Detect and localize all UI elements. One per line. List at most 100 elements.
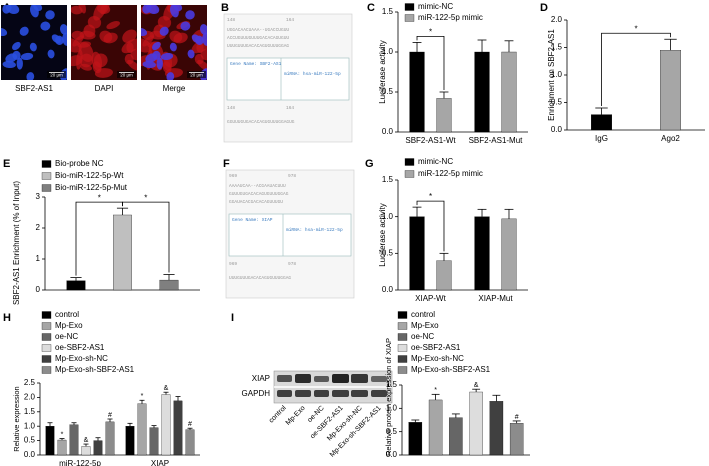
position-number: 148 (227, 105, 235, 111)
alignment-box (228, 213, 352, 257)
significance-marker: # (108, 412, 112, 419)
bar (113, 214, 132, 291)
nucleus (51, 34, 61, 44)
sequence-line: AAAAUCAA--ACGAAUACUUU (229, 183, 286, 189)
y-tick-label: 0.5 (382, 248, 394, 257)
y-tick-label: 0.5 (386, 427, 398, 436)
significance-marker: & (164, 385, 169, 392)
cell (197, 59, 207, 71)
legend-label: Bio-miR-122-5p-Wt (55, 171, 124, 180)
y-tick-label: 1.5 (386, 380, 398, 389)
nucleus (142, 60, 156, 69)
sequence-line: UGGACAACUAAA--UGACCUGUU (227, 27, 289, 33)
legend-label: oe-SBF2-AS1 (411, 343, 461, 352)
legend-swatch (397, 366, 408, 374)
y-tick-label: 1.0 (382, 47, 394, 56)
y-tick-label: 0.0 (382, 127, 394, 136)
legend-swatch (41, 355, 52, 363)
cell (169, 30, 183, 43)
y-axis-label: Luciferase activity (378, 40, 387, 104)
nucleus (160, 52, 174, 61)
position-number: 148 (227, 17, 235, 23)
legend-swatch (397, 344, 408, 352)
nucleus (169, 42, 177, 52)
significance-marker: & (474, 382, 479, 389)
significance-bracket (601, 32, 671, 106)
lane-label: Mp-Exo (285, 405, 307, 427)
nucleus (185, 10, 195, 20)
panel-letter: G (365, 158, 374, 170)
bar (591, 114, 613, 131)
cell (99, 30, 113, 43)
bar (137, 403, 147, 456)
y-tick-label: 0.0 (386, 450, 398, 459)
cell (77, 5, 86, 14)
legend-swatch (397, 355, 408, 363)
y-tick-label: 2.0 (24, 393, 36, 402)
bar (474, 51, 490, 133)
nucleus (45, 10, 55, 20)
position-number: 978 (288, 261, 296, 267)
blot-row-label: GAPDH (242, 389, 271, 398)
micrograph-content (141, 5, 207, 80)
panel-letter: B (221, 2, 229, 14)
sequence-line: GGAUACACGACACAGUUUGU (229, 199, 283, 205)
legend-label: Mp-Exo-sh-NC (55, 354, 108, 363)
bar (449, 417, 463, 456)
y-tick-label: 0 (36, 285, 41, 294)
legend-label: control (411, 310, 435, 319)
blot-row-label: XIAP (252, 374, 270, 383)
position-number: 969 (229, 261, 237, 267)
bar (474, 216, 490, 291)
bar (173, 400, 183, 456)
nucleus (47, 49, 55, 59)
nucleus (2, 5, 12, 14)
image-label: SBF2-AS1 (15, 84, 53, 93)
sequence-line: GUUUGUGACACAGUGUUUGGAG (229, 191, 289, 197)
legend-label: Bio-probe NC (55, 159, 104, 168)
sequence-line: UUUGUUUGACACAGUGUUUGGAG (229, 275, 291, 281)
y-tick-label: 0.0 (551, 125, 563, 134)
cell (196, 42, 204, 54)
y-tick-label: 3 (36, 192, 41, 201)
bar (159, 279, 179, 291)
nucleus (180, 21, 191, 31)
bar (501, 51, 517, 133)
legend-swatch (397, 322, 408, 330)
nucleus (5, 53, 18, 63)
bar (428, 399, 443, 456)
significance-label: * (144, 193, 147, 202)
nucleus (191, 34, 201, 44)
y-axis-label: SBF2-AS1 Enrichment (% of Input) (12, 181, 21, 305)
scale-label: 20 μm (50, 73, 63, 78)
legend-swatch (41, 333, 52, 341)
nucleus (142, 5, 152, 14)
legend-swatch (41, 184, 52, 192)
position-number: 164 (286, 17, 294, 23)
sequence-line: UUUGUUUGACACAGUGUUUGGAG (227, 43, 289, 49)
y-tick-label: 0.0 (382, 285, 394, 294)
cell (71, 30, 85, 40)
cell (162, 61, 172, 74)
y-tick-label: 1.5 (551, 43, 563, 52)
cell (83, 24, 96, 38)
y-axis-label: Enrichment on SBF2-AS1 (547, 29, 556, 121)
legend-label: Mp-Exo (55, 321, 83, 330)
x-tick-label: XIAP (151, 459, 169, 466)
bar (489, 401, 504, 456)
bar (57, 439, 67, 456)
bar (185, 429, 195, 456)
y-axis-label: Relative expression (12, 386, 21, 451)
significance-marker: & (84, 437, 89, 444)
panel-letter: D (540, 2, 548, 14)
x-tick-label: XIAP-Mut (478, 294, 513, 303)
legend-swatch (404, 3, 415, 11)
legend-swatch (41, 172, 52, 180)
nucleus (26, 72, 35, 80)
legend-label: Mp-Exo-sh-SBF2-AS1 (411, 365, 491, 374)
bar (409, 51, 425, 133)
panel-letter: E (3, 158, 10, 170)
gene-name: Gene Name: SBF2-AS1 (230, 61, 282, 67)
nucleus (199, 24, 207, 35)
